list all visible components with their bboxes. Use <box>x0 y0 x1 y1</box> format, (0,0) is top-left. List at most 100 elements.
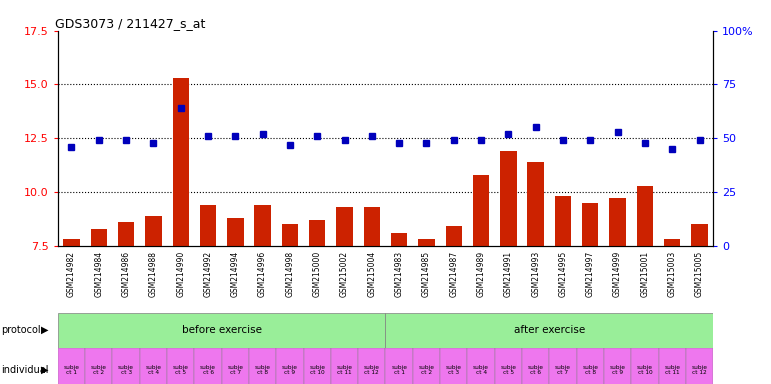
Text: subje
ct 6: subje ct 6 <box>527 364 544 375</box>
Text: GSM214996: GSM214996 <box>258 251 267 297</box>
Text: GSM214982: GSM214982 <box>67 251 76 297</box>
Bar <box>63 239 79 246</box>
Text: subje
ct 12: subje ct 12 <box>364 364 380 375</box>
Text: subje
ct 11: subje ct 11 <box>664 364 680 375</box>
Bar <box>609 199 626 246</box>
Text: GSM214995: GSM214995 <box>558 251 567 297</box>
Text: before exercise: before exercise <box>182 325 261 335</box>
Text: subje
ct 10: subje ct 10 <box>637 364 653 375</box>
Bar <box>555 196 571 246</box>
Text: subje
ct 10: subje ct 10 <box>309 364 325 375</box>
Text: subje
ct 8: subje ct 8 <box>582 364 598 375</box>
Bar <box>254 205 271 246</box>
Bar <box>495 348 522 384</box>
Text: GSM214988: GSM214988 <box>149 251 158 297</box>
Text: GSM214993: GSM214993 <box>531 251 540 297</box>
Text: GSM215002: GSM215002 <box>340 251 349 297</box>
Bar <box>227 218 244 246</box>
Text: subje
ct 5: subje ct 5 <box>500 364 517 375</box>
Text: GSM214987: GSM214987 <box>449 251 458 297</box>
Text: GSM214991: GSM214991 <box>504 251 513 297</box>
Text: subje
ct 3: subje ct 3 <box>446 364 462 375</box>
Bar <box>549 348 577 384</box>
Bar <box>582 203 598 246</box>
Text: GSM215000: GSM215000 <box>313 251 322 297</box>
Bar <box>386 348 412 384</box>
Bar <box>221 348 249 384</box>
Text: subje
ct 7: subje ct 7 <box>227 364 244 375</box>
Bar <box>522 348 549 384</box>
Bar <box>446 227 462 246</box>
Bar <box>686 348 713 384</box>
Text: GSM214983: GSM214983 <box>395 251 404 297</box>
Text: GDS3073 / 211427_s_at: GDS3073 / 211427_s_at <box>55 17 205 30</box>
Text: subje
ct 8: subje ct 8 <box>254 364 271 375</box>
Text: GSM215004: GSM215004 <box>367 251 376 297</box>
Bar <box>604 348 631 384</box>
Text: subje
ct 2: subje ct 2 <box>419 364 435 375</box>
Bar <box>391 233 407 246</box>
Bar <box>359 348 386 384</box>
Bar <box>167 348 194 384</box>
Bar <box>418 239 435 246</box>
Bar <box>664 239 680 246</box>
Bar <box>386 313 713 348</box>
Text: GSM214997: GSM214997 <box>586 251 594 297</box>
Text: GSM214985: GSM214985 <box>422 251 431 297</box>
Text: subje
ct 7: subje ct 7 <box>555 364 571 375</box>
Text: subje
ct 6: subje ct 6 <box>200 364 216 375</box>
Text: subje
ct 1: subje ct 1 <box>391 364 407 375</box>
Bar <box>276 348 304 384</box>
Bar <box>331 348 359 384</box>
Text: subje
ct 3: subje ct 3 <box>118 364 134 375</box>
Text: GSM215005: GSM215005 <box>695 251 704 297</box>
Bar <box>249 348 276 384</box>
Text: after exercise: after exercise <box>513 325 585 335</box>
Bar <box>194 348 222 384</box>
Text: subje
ct 9: subje ct 9 <box>282 364 298 375</box>
Bar <box>692 224 708 246</box>
Text: GSM214998: GSM214998 <box>285 251 295 297</box>
Bar <box>140 348 167 384</box>
Bar <box>658 348 686 384</box>
Bar <box>118 222 134 246</box>
Text: subje
ct 5: subje ct 5 <box>173 364 189 375</box>
Bar <box>527 162 544 246</box>
Text: individual: individual <box>2 364 49 375</box>
Text: GSM214994: GSM214994 <box>231 251 240 297</box>
Bar <box>336 207 352 246</box>
Bar <box>309 220 325 246</box>
Text: subje
ct 4: subje ct 4 <box>146 364 161 375</box>
Bar <box>304 348 331 384</box>
Bar <box>85 348 113 384</box>
Text: GSM214990: GSM214990 <box>177 251 185 297</box>
Text: subje
ct 1: subje ct 1 <box>63 364 79 375</box>
Bar <box>58 313 386 348</box>
Text: GSM214989: GSM214989 <box>476 251 486 297</box>
Bar <box>577 348 604 384</box>
Bar <box>145 216 162 246</box>
Bar <box>58 348 85 384</box>
Text: subje
ct 4: subje ct 4 <box>473 364 489 375</box>
Bar <box>473 175 490 246</box>
Bar <box>364 207 380 246</box>
Bar <box>173 78 189 246</box>
Bar <box>281 224 298 246</box>
Bar <box>412 348 440 384</box>
Text: GSM214999: GSM214999 <box>613 251 622 297</box>
Bar <box>467 348 495 384</box>
Text: GSM215003: GSM215003 <box>668 251 677 297</box>
Bar <box>90 228 107 246</box>
Text: subje
ct 2: subje ct 2 <box>91 364 107 375</box>
Text: ▶: ▶ <box>41 325 49 335</box>
Bar <box>637 185 653 246</box>
Bar <box>631 348 658 384</box>
Text: GSM215001: GSM215001 <box>641 251 649 297</box>
Text: ▶: ▶ <box>41 364 49 375</box>
Text: GSM214992: GSM214992 <box>204 251 213 297</box>
Text: GSM214984: GSM214984 <box>94 251 103 297</box>
Bar <box>500 151 517 246</box>
Text: subje
ct 9: subje ct 9 <box>610 364 625 375</box>
Text: protocol: protocol <box>2 325 41 335</box>
Text: subje
ct 12: subje ct 12 <box>692 364 708 375</box>
